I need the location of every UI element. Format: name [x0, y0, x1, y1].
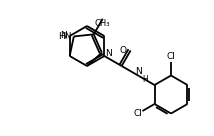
Text: N: N: [60, 32, 67, 41]
Text: Cl: Cl: [166, 52, 175, 61]
Text: H: H: [142, 75, 148, 84]
Text: O: O: [120, 46, 127, 55]
Text: CH₃: CH₃: [95, 19, 110, 28]
Text: N: N: [105, 49, 112, 58]
Text: HN: HN: [58, 32, 72, 41]
Text: Cl: Cl: [134, 109, 143, 118]
Text: N: N: [136, 67, 142, 75]
